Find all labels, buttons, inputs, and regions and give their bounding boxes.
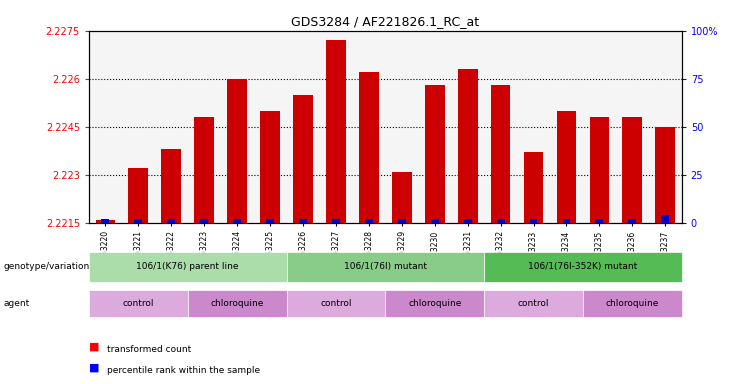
Bar [167, 219, 175, 223]
Bar [431, 219, 439, 223]
Text: 106/1(K76) parent line: 106/1(K76) parent line [136, 262, 239, 271]
Text: chloroquine: chloroquine [408, 299, 462, 308]
Bar [464, 219, 471, 223]
Bar [227, 79, 247, 223]
Bar [524, 152, 543, 223]
Text: transformed count: transformed count [107, 345, 192, 354]
Bar [628, 219, 637, 223]
Text: chloroquine: chloroquine [210, 299, 264, 308]
Bar [233, 219, 241, 223]
Bar [162, 149, 181, 223]
Text: control: control [122, 299, 154, 308]
Bar [562, 219, 571, 223]
Bar [332, 219, 340, 223]
Bar [260, 111, 280, 223]
Text: control: control [518, 299, 549, 308]
Text: control: control [320, 299, 352, 308]
Bar [194, 117, 214, 223]
Bar [96, 220, 116, 223]
Bar [491, 85, 511, 223]
Text: 106/1(76I-352K) mutant: 106/1(76I-352K) mutant [528, 262, 637, 271]
Text: genotype/variation: genotype/variation [4, 262, 90, 271]
Bar [134, 219, 142, 223]
Text: ■: ■ [89, 362, 99, 372]
Bar [661, 215, 669, 223]
Bar [425, 85, 445, 223]
Bar [556, 111, 576, 223]
Text: ■: ■ [89, 341, 99, 351]
Bar [458, 69, 477, 223]
Bar [326, 40, 346, 223]
Bar [102, 219, 110, 223]
Bar [293, 95, 313, 223]
Bar [398, 219, 406, 223]
Bar [200, 219, 208, 223]
Text: chloroquine: chloroquine [605, 299, 659, 308]
Bar [622, 117, 642, 223]
Bar [299, 219, 307, 223]
Bar [365, 219, 373, 223]
Bar [655, 127, 675, 223]
Bar [596, 219, 603, 223]
Bar [530, 219, 537, 223]
Title: GDS3284 / AF221826.1_RC_at: GDS3284 / AF221826.1_RC_at [291, 15, 479, 28]
Text: percentile rank within the sample: percentile rank within the sample [107, 366, 261, 375]
Text: agent: agent [4, 299, 30, 308]
Bar [128, 168, 148, 223]
Bar [266, 219, 274, 223]
Bar [359, 72, 379, 223]
Bar [496, 219, 505, 223]
Text: 106/1(76I) mutant: 106/1(76I) mutant [344, 262, 427, 271]
Bar [392, 172, 412, 223]
Bar [590, 117, 609, 223]
